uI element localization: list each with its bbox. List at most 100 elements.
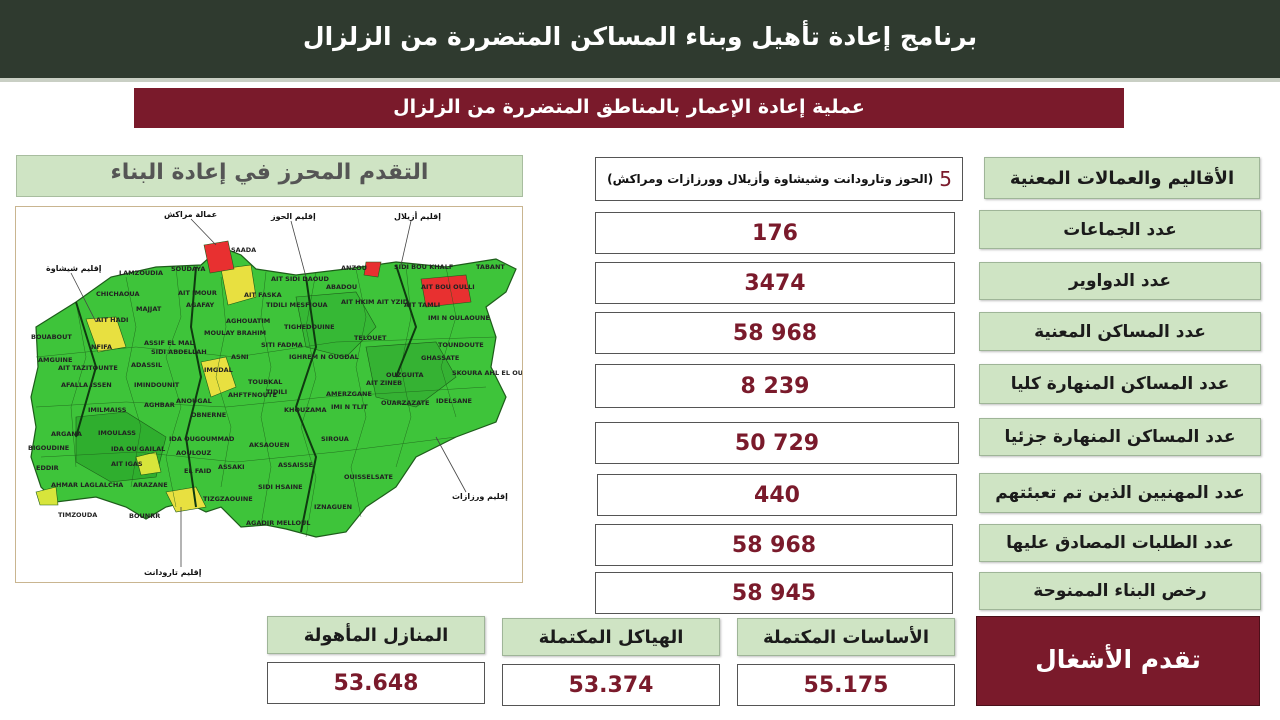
commune-label: SIROUA bbox=[321, 435, 349, 443]
commune-label: AMERZGANE bbox=[326, 390, 372, 398]
commune-label: AIT BOU OULLI bbox=[421, 283, 475, 291]
stat-label-provinces: الأقاليم والعمالات المعنية bbox=[984, 157, 1260, 199]
commune-label: SIDI HSAINE bbox=[258, 483, 303, 491]
map-zone-yellow-2 bbox=[85, 316, 127, 353]
commune-label: ASNI bbox=[231, 353, 249, 361]
commune-label: AIT FASKA bbox=[244, 291, 282, 299]
progress-value-foundations: 55.175 bbox=[737, 664, 955, 706]
progress-value-structures: 53.374 bbox=[502, 664, 720, 706]
commune-label: TIDILI MESFIOUA bbox=[266, 301, 328, 309]
map-zone-yellow-3 bbox=[200, 356, 237, 398]
commune-label: SIDI ABDELLAH bbox=[151, 348, 207, 356]
commune-label: IMI N OULAOUNE bbox=[428, 314, 490, 322]
commune-label: AHFTFNOUTE bbox=[228, 391, 277, 399]
commune-label: IMGDAL bbox=[204, 366, 233, 374]
commune-label: ARGANA bbox=[51, 430, 82, 438]
stat-value-provinces: (الحوز وتارودانت وشيشاوة وأزيلال وورزازا… bbox=[595, 157, 963, 201]
works-progress-title: تقدم الأشغال bbox=[1035, 645, 1201, 674]
commune-label: AGHBAR bbox=[144, 401, 175, 409]
commune-label: GHASSATE bbox=[421, 354, 459, 362]
annotation-haouz: إقليم الحوز bbox=[270, 212, 316, 221]
stat-value-professionals: 440 bbox=[597, 474, 957, 516]
commune-label: AMGUINE bbox=[38, 356, 72, 364]
map-title: التقدم المحرز في إعادة البناء bbox=[110, 160, 429, 185]
commune-label: AIT TAMLI bbox=[404, 301, 440, 309]
progress-value-inhabited: 53.648 bbox=[267, 662, 485, 704]
map-zone-yellow-5 bbox=[135, 451, 162, 476]
commune-label: AGAFAY bbox=[186, 301, 214, 309]
commune-label: OBNERNE bbox=[191, 411, 226, 419]
commune-label: AKSAOUEN bbox=[249, 441, 289, 449]
stat-label-professionals: عدد المهنيين الذين تم تعبئتهم bbox=[979, 473, 1261, 513]
annotation-azilal: إقليم أزيلال bbox=[394, 211, 441, 221]
stat-label-building-permits: رخص البناء الممنوحة bbox=[979, 572, 1261, 610]
commune-label: BOUABOUT bbox=[31, 333, 72, 341]
commune-label: ARAZANE bbox=[133, 481, 168, 489]
annotation-taroudant: إقليم تارودانت bbox=[144, 568, 202, 577]
commune-label: AIT HADI bbox=[96, 316, 128, 324]
commune-label: ANOUGAL bbox=[176, 397, 212, 405]
stat-value-building-permits: 58 945 bbox=[595, 572, 953, 614]
commune-label: AOULOUZ bbox=[176, 449, 212, 457]
commune-label: AGHOUATIM bbox=[226, 317, 270, 325]
commune-label: MOULAY BRAHIM bbox=[204, 329, 266, 337]
commune-label: TELOUET bbox=[354, 334, 387, 342]
commune-label: TIMZOUDA bbox=[58, 511, 97, 519]
works-progress-box: تقدم الأشغال bbox=[976, 616, 1260, 706]
progress-map: LAMZOUDIA SOUDAYA SAADA AIT SIDI DAOUD A… bbox=[15, 206, 533, 583]
commune-label: BIGOUDINE bbox=[28, 444, 69, 452]
commune-label: IMI N TLIT bbox=[331, 403, 368, 411]
commune-label: EL FAID bbox=[184, 467, 212, 475]
commune-label: SAADA bbox=[231, 246, 256, 254]
map-zone-red-2 bbox=[420, 274, 472, 308]
commune-label: TOUNDOUTE bbox=[438, 341, 484, 349]
commune-label: IZNAGUEN bbox=[314, 503, 352, 511]
map-province-borders bbox=[75, 264, 418, 533]
commune-label: BOUNRR bbox=[129, 512, 160, 520]
commune-label: TOUBKAL bbox=[248, 378, 282, 386]
commune-label: AIT IGAS bbox=[111, 460, 143, 468]
map-boundaries bbox=[35, 264, 497, 538]
map-annotations: عمالة مراكش إقليم الحوز إقليم أزيلال إقل… bbox=[46, 210, 508, 577]
stat-value-houses: 58 968 bbox=[595, 312, 955, 354]
commune-label: ADASSIL bbox=[131, 361, 162, 369]
stat-value-approved-requests: 58 968 bbox=[595, 524, 953, 566]
stat-label-fully-collapsed: عدد المساكن المنهارة كليا bbox=[979, 364, 1261, 404]
commune-label: TABANT bbox=[476, 263, 505, 271]
commune-label: TIGHEDOUINE bbox=[284, 323, 335, 331]
commune-label: MAJJAT bbox=[136, 305, 162, 313]
commune-label: IMILMAISS bbox=[88, 406, 127, 414]
commune-label: AIT ZINEB bbox=[366, 379, 402, 387]
commune-label: IDA OU GAILAL bbox=[111, 445, 165, 453]
stat-provinces-detail: (الحوز وتارودانت وشيشاوة وأزيلال وورزازا… bbox=[607, 172, 934, 186]
commune-label: NFIFA bbox=[91, 343, 112, 351]
commune-label: AIT TAZITOUNTE bbox=[58, 364, 118, 372]
commune-label: EDDIR bbox=[36, 464, 59, 472]
annotation-chichaoua: إقليم شيشاوة bbox=[46, 264, 102, 273]
stat-value-partially-collapsed: 50 729 bbox=[595, 422, 959, 464]
stat-label-approved-requests: عدد الطلبات المصادق عليها bbox=[979, 524, 1261, 562]
map-zone-red-1 bbox=[203, 240, 235, 274]
commune-label: IGHREM N OUGDAL bbox=[289, 353, 359, 361]
stat-label-communes: عدد الجماعات bbox=[979, 210, 1261, 249]
commune-label: AGADIR MELLOUL bbox=[246, 519, 310, 527]
progress-label-structures: الهياكل المكتملة bbox=[502, 618, 720, 656]
commune-label: SIDI BOU KHALF bbox=[394, 263, 453, 271]
commune-label: LAMZOUDIA bbox=[119, 269, 163, 277]
map-svg: LAMZOUDIA SOUDAYA SAADA AIT SIDI DAOUD A… bbox=[28, 210, 533, 577]
commune-label: AIT IMOUR bbox=[178, 289, 217, 297]
map-zone-yellow-6 bbox=[35, 486, 59, 506]
header-bar: برنامج إعادة تأهيل وبناء المساكن المتضرر… bbox=[0, 0, 1280, 82]
commune-label: KHOUZAMA bbox=[284, 406, 327, 414]
commune-label: ANZOU bbox=[341, 264, 367, 272]
commune-label: IMOULASS bbox=[98, 429, 136, 437]
commune-label: SOUDAYA bbox=[171, 265, 205, 273]
map-commune-labels: LAMZOUDIA SOUDAYA SAADA AIT SIDI DAOUD A… bbox=[28, 246, 533, 527]
page-title: برنامج إعادة تأهيل وبناء المساكن المتضرر… bbox=[302, 22, 978, 51]
commune-label: TIZGZAOUINE bbox=[203, 495, 253, 503]
progress-label-foundations: الأساسات المكتملة bbox=[737, 618, 955, 656]
annotation-ouarzazate: إقليم ورزازات bbox=[452, 492, 508, 501]
commune-label: IMINDOUNIT bbox=[134, 381, 180, 389]
stat-label-houses: عدد المساكن المعنية bbox=[979, 312, 1261, 351]
commune-label: ASSIF EL MAL bbox=[144, 339, 194, 347]
